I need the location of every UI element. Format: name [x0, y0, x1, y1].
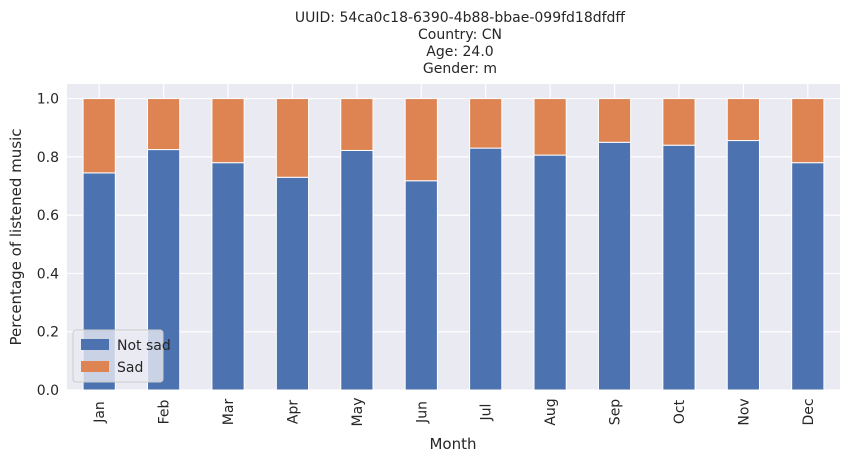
y-tick-label: 0.0	[37, 383, 59, 399]
x-tick-label: Nov	[736, 398, 752, 425]
x-tick-labels: Jan Feb Mar Apr May Jun Jul Aug Sep Oct Nov Dec	[92, 398, 817, 427]
title-line-gender: Gender: m	[423, 61, 497, 77]
x-tick-label: Oct	[672, 399, 688, 424]
bar-sad-jul	[469, 98, 503, 149]
bar-not-sad-may	[340, 149, 374, 391]
x-tick-label: Aug	[543, 398, 559, 425]
bar-sad-dec	[791, 98, 825, 164]
legend: Not sad Sad	[72, 329, 171, 383]
bar-sad-may	[340, 98, 374, 151]
bar-sad-oct	[662, 98, 696, 146]
bar-not-sad-sep	[597, 141, 632, 391]
x-tick-label: Apr	[285, 400, 301, 424]
bar-sad-jan	[82, 98, 116, 174]
bar-not-sad-jul	[469, 147, 503, 391]
bar-sad-jun	[404, 98, 438, 182]
bar-not-sad-jun	[404, 180, 438, 391]
y-tick-label: 0.4	[37, 266, 59, 282]
bar-sad-mar	[211, 98, 245, 164]
y-tick-label: 0.6	[37, 208, 59, 224]
x-tick-label: Dec	[801, 398, 817, 425]
x-tick-label: Jul	[479, 404, 495, 422]
bar-not-sad-nov	[726, 140, 760, 391]
bar-not-sad-aug	[533, 154, 567, 391]
bars	[82, 98, 825, 391]
plot-area	[67, 84, 840, 390]
y-tick-label: 0.8	[37, 150, 59, 166]
chart-title: UUID: 54ca0c18-6390-4b88-bbae-099fd18dfd…	[295, 10, 626, 77]
bar-sad-aug	[533, 98, 567, 156]
x-tick-label: Jun	[414, 401, 430, 424]
x-tick-label: May	[350, 398, 366, 427]
x-tick-label: Sep	[608, 399, 624, 426]
y-tick-label: 1.0	[37, 92, 59, 108]
legend-swatch	[81, 361, 109, 372]
x-tick-label: Feb	[157, 399, 173, 424]
bar-not-sad-dec	[791, 162, 825, 391]
bar-not-sad-oct	[662, 144, 696, 391]
title-line-country: Country: CN	[418, 27, 502, 43]
legend-swatch	[81, 339, 109, 350]
y-axis-label: Percentage of listened music	[7, 128, 25, 345]
x-tick-label: Jan	[92, 401, 108, 424]
bar-sad-feb	[147, 98, 181, 151]
y-tick-labels: 0.0 0.2 0.4 0.6 0.8 1.0	[37, 92, 59, 399]
title-line-age: Age: 24.0	[426, 44, 493, 60]
bar-sad-nov	[726, 98, 760, 142]
bar-not-sad-apr	[275, 176, 310, 391]
x-tick-label: Mar	[221, 399, 237, 426]
title-line-uuid: UUID: 54ca0c18-6390-4b88-bbae-099fd18dfd…	[295, 10, 626, 26]
bar-not-sad-mar	[211, 162, 245, 391]
y-tick-label: 0.2	[37, 325, 59, 341]
bar-sad-apr	[275, 98, 310, 178]
x-axis-label: Month	[429, 435, 476, 453]
legend-label: Not sad	[117, 338, 171, 354]
bar-sad-sep	[597, 98, 632, 143]
legend-label: Sad	[117, 360, 143, 376]
